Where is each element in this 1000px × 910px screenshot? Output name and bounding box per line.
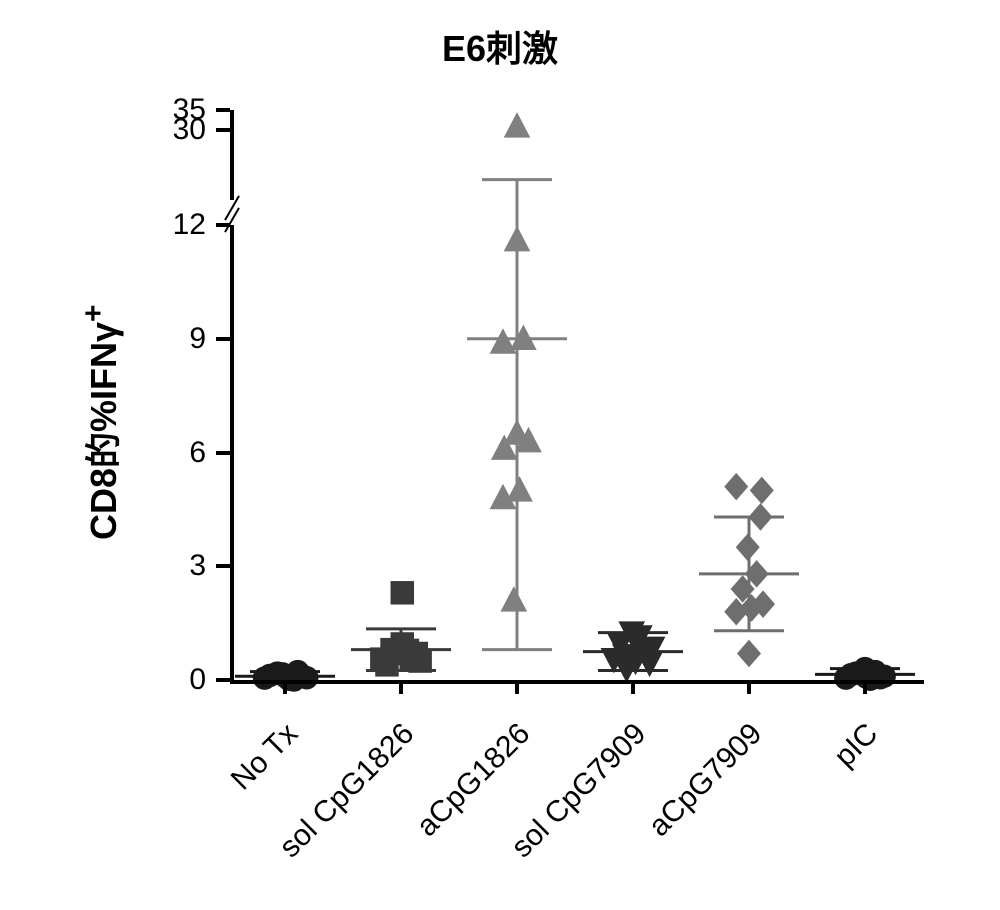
x-axis bbox=[230, 680, 924, 684]
ytick-mark bbox=[216, 451, 230, 455]
ytick-label: 12 bbox=[146, 208, 206, 242]
ytick-mark bbox=[216, 678, 230, 682]
ytick-label: 0 bbox=[146, 663, 206, 697]
scatter-diamond bbox=[725, 474, 747, 499]
scatter-circle bbox=[854, 658, 876, 680]
scatter-square bbox=[391, 582, 413, 604]
ytick-label: 6 bbox=[146, 436, 206, 470]
scatter-square bbox=[376, 654, 398, 676]
y-axis-upper bbox=[230, 110, 234, 200]
figure: E6刺激 CD8的%IFNγ+ 0369123035No Txsol CpG18… bbox=[0, 0, 1000, 910]
scatter-triangle-up bbox=[507, 478, 531, 501]
xtick-mark bbox=[283, 680, 287, 694]
scatter-diamond bbox=[751, 478, 773, 503]
scatter-square bbox=[405, 642, 427, 664]
scatter-diamond bbox=[738, 641, 760, 666]
scatter-triangle-up bbox=[502, 588, 526, 611]
ytick-label: 9 bbox=[146, 322, 206, 356]
ytick-label: 35 bbox=[146, 93, 206, 127]
xtick-mark bbox=[863, 680, 867, 694]
xtick-mark bbox=[515, 680, 519, 694]
ytick-mark bbox=[216, 337, 230, 341]
y-axis-lower bbox=[230, 225, 234, 680]
ytick-mark bbox=[216, 128, 230, 132]
xtick-mark bbox=[747, 680, 751, 694]
scatter-triangle-up bbox=[505, 228, 529, 251]
xtick-mark bbox=[399, 680, 403, 694]
scatter-triangle-up bbox=[505, 421, 529, 444]
ytick-label: 3 bbox=[146, 549, 206, 583]
ytick-mark bbox=[216, 564, 230, 568]
scatter-triangle-up bbox=[505, 114, 529, 137]
scatter-diamond bbox=[737, 535, 759, 560]
scatter-diamond bbox=[749, 504, 771, 529]
xtick-mark bbox=[631, 680, 635, 694]
ytick-mark bbox=[216, 108, 230, 112]
